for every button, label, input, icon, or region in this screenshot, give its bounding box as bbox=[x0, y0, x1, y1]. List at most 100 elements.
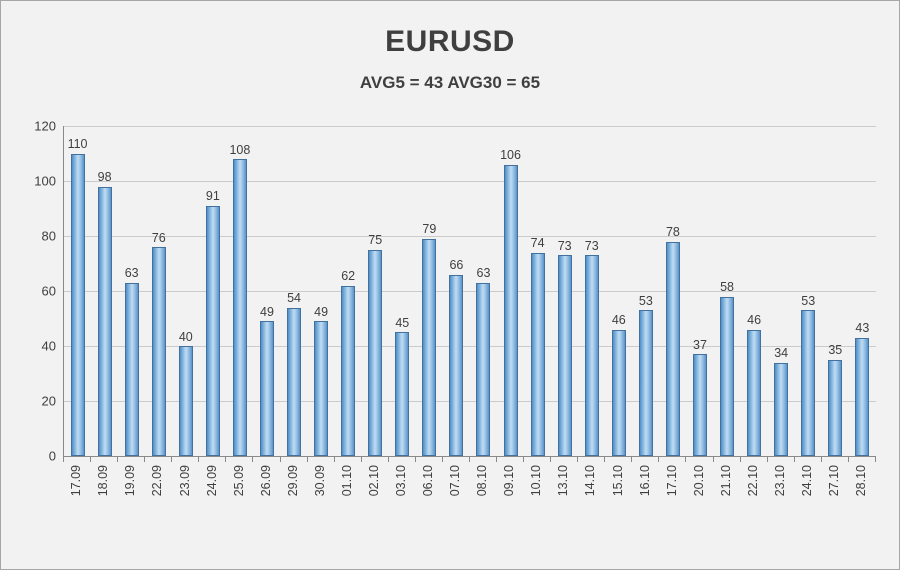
bar-column: 34 bbox=[768, 126, 795, 456]
x-axis-label: 19.09 bbox=[117, 465, 144, 521]
x-axis-label-text: 25.09 bbox=[231, 465, 246, 497]
gridline bbox=[64, 401, 876, 402]
bar-value-label: 34 bbox=[774, 346, 789, 360]
bar-value-label: 54 bbox=[287, 291, 301, 305]
gridline bbox=[64, 181, 876, 182]
x-axis-label-text: 22.09 bbox=[150, 465, 165, 497]
bar-column: 110 bbox=[64, 126, 91, 456]
bar-column: 45 bbox=[389, 126, 416, 456]
x-axis-tick bbox=[362, 457, 389, 462]
x-axis-label: 17.10 bbox=[658, 465, 685, 521]
x-axis-tick bbox=[822, 457, 849, 462]
bar bbox=[178, 346, 193, 456]
gridline bbox=[64, 291, 876, 292]
x-axis-label: 22.10 bbox=[740, 465, 767, 521]
x-axis-label-text: 08.10 bbox=[475, 465, 490, 497]
bar-value-label: 66 bbox=[449, 258, 464, 272]
x-axis-label: 29.09 bbox=[280, 465, 307, 521]
bar-column: 40 bbox=[172, 126, 199, 456]
bar bbox=[801, 310, 816, 456]
x-axis-label-text: 28.10 bbox=[854, 465, 869, 497]
x-axis-tick bbox=[335, 457, 362, 462]
x-axis-label: 17.09 bbox=[63, 465, 90, 521]
x-axis-tick bbox=[443, 457, 470, 462]
bar-column: 46 bbox=[605, 126, 632, 456]
bar bbox=[692, 354, 707, 456]
bar bbox=[422, 238, 437, 456]
y-axis-label: 20 bbox=[41, 393, 56, 409]
bar-value-label: 37 bbox=[693, 337, 707, 352]
bar bbox=[259, 321, 274, 456]
bar-value-label: 110 bbox=[67, 137, 88, 151]
bar-value-label: 73 bbox=[557, 238, 572, 253]
x-axis-label-text: 23.09 bbox=[177, 465, 192, 497]
x-axis-label-text: 10.10 bbox=[529, 465, 544, 497]
bar-value-label: 78 bbox=[665, 225, 680, 239]
bar-value-label: 63 bbox=[476, 266, 491, 281]
x-axis-tick bbox=[281, 457, 308, 462]
x-axis-tick bbox=[524, 457, 552, 462]
bar bbox=[665, 241, 680, 456]
bar bbox=[287, 307, 302, 456]
y-axis-label: 80 bbox=[41, 228, 56, 244]
x-axis-tick bbox=[605, 457, 633, 462]
x-axis-label-text: 17.10 bbox=[664, 465, 679, 497]
x-axis-label: 06.10 bbox=[415, 465, 442, 521]
bar-column: 74 bbox=[524, 126, 551, 456]
bar bbox=[720, 296, 735, 456]
x-axis-label-text: 15.10 bbox=[610, 465, 625, 497]
bars-container: 110 98 63 76 40 91 108 49 54 49 62 75 45 79 66 63 106 74 7… bbox=[64, 126, 876, 456]
bar bbox=[476, 282, 491, 456]
bar bbox=[314, 321, 329, 456]
plot-area: 0 20 40 60 80 100 120 110 98 63 76 40 91 108 49 54 49 62… bbox=[34, 119, 876, 464]
x-axis-tick bbox=[91, 457, 119, 462]
bar bbox=[205, 205, 220, 456]
bar bbox=[557, 255, 572, 456]
bar-column: 73 bbox=[578, 126, 605, 456]
x-axis-label-text: 18.09 bbox=[96, 465, 111, 497]
bar-value-label: 73 bbox=[584, 238, 599, 253]
gridline bbox=[64, 346, 876, 347]
x-axis-label: 16.10 bbox=[631, 465, 658, 521]
x-axis-label: 26.09 bbox=[252, 465, 279, 521]
bar bbox=[341, 285, 356, 456]
x-axis-label-text: 24.10 bbox=[799, 465, 814, 497]
bar-value-label: 58 bbox=[720, 280, 734, 294]
x-axis-label: 09.10 bbox=[496, 465, 523, 521]
bar-value-label: 46 bbox=[611, 313, 626, 327]
bar bbox=[828, 359, 843, 456]
bar bbox=[611, 329, 626, 456]
x-axis-label: 21.10 bbox=[713, 465, 740, 521]
y-axis-label: 40 bbox=[41, 338, 56, 354]
bar bbox=[855, 337, 870, 456]
x-axis-label: 24.10 bbox=[794, 465, 821, 521]
x-axis-label-text: 07.10 bbox=[448, 465, 463, 497]
x-axis-ticks bbox=[63, 457, 876, 462]
bar bbox=[70, 153, 85, 456]
x-axis-tick bbox=[64, 457, 92, 462]
x-axis-tick bbox=[741, 457, 768, 462]
x-axis-tick bbox=[578, 457, 606, 462]
x-axis-label-text: 21.10 bbox=[718, 465, 733, 497]
bar-column: 78 bbox=[659, 126, 686, 456]
x-axis-label-text: 26.09 bbox=[258, 465, 273, 497]
bar-value-label: 62 bbox=[341, 269, 356, 283]
x-axis-label: 20.10 bbox=[685, 465, 712, 521]
bar-value-label: 74 bbox=[530, 236, 545, 250]
x-axis-label: 23.10 bbox=[767, 465, 794, 521]
bar bbox=[97, 186, 112, 456]
x-axis-tick bbox=[632, 457, 660, 462]
bar bbox=[232, 159, 247, 456]
x-axis-label-text: 14.10 bbox=[583, 465, 598, 497]
bar-value-label: 49 bbox=[260, 304, 274, 319]
x-axis-tick bbox=[226, 457, 254, 462]
bar-column: 79 bbox=[416, 126, 443, 456]
bar bbox=[449, 274, 464, 456]
x-axis-label-text: 23.10 bbox=[772, 465, 787, 497]
x-axis-tick bbox=[416, 457, 443, 462]
x-axis-tick bbox=[551, 457, 579, 462]
x-axis-label: 08.10 bbox=[469, 465, 496, 521]
bar-column: 91 bbox=[199, 126, 226, 456]
x-axis-label: 10.10 bbox=[523, 465, 550, 521]
